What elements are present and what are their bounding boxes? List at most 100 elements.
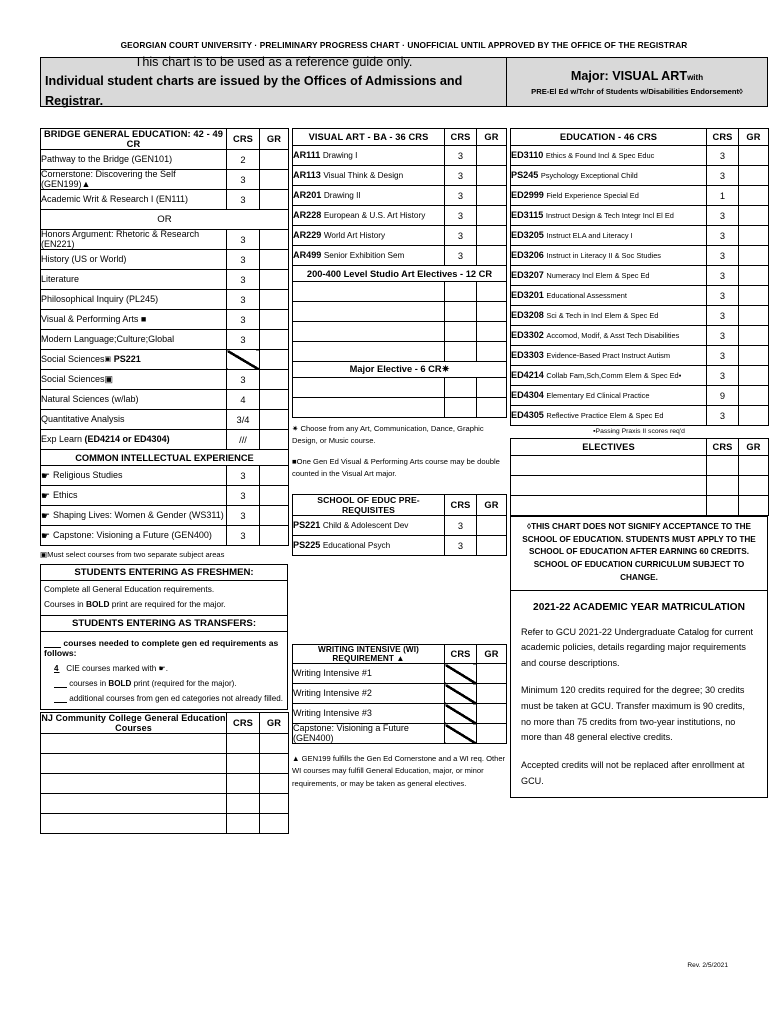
course-gr[interactable] [476,185,507,206]
course-gr[interactable] [259,229,289,250]
course-gr[interactable] [259,525,289,546]
major-elective-gr-input[interactable] [476,397,507,418]
course-gr[interactable] [738,305,769,326]
course-gr[interactable] [738,345,769,366]
major-elective-crs-input[interactable] [444,397,477,418]
course-gr[interactable] [259,329,289,350]
major-elective-title: Major Elective - 6 CR✷ [292,361,507,378]
elective-course-input[interactable] [292,281,445,302]
elective-crs-input[interactable] [444,301,477,322]
elective-course-input[interactable] [510,455,707,476]
njcc-gr-input[interactable] [259,732,289,754]
course-gr[interactable] [738,285,769,306]
elective-course-input[interactable] [292,321,445,342]
njcc-crs-input[interactable] [226,752,260,774]
course-gr[interactable] [259,349,289,370]
course-gr[interactable] [476,245,507,266]
cie-count-value[interactable]: 4 [54,663,60,673]
elective-course-input[interactable] [292,341,445,362]
njcc-crs-input[interactable] [226,732,260,754]
course-gr[interactable] [476,225,507,246]
njcc-course-input[interactable] [40,732,227,754]
elective-gr-input[interactable] [738,455,769,476]
elective-course-input[interactable] [510,495,707,516]
course-gr[interactable] [738,265,769,286]
elective-course-input[interactable] [292,301,445,322]
course-gr[interactable] [738,165,769,186]
course-gr[interactable] [259,169,289,190]
course-gr[interactable] [259,429,289,450]
course-name: Modern Language;Culture;Global [40,329,227,350]
elective-gr-input[interactable] [738,495,769,516]
njcc-course-input[interactable] [40,792,227,814]
course-gr[interactable] [476,515,507,537]
course-crs: 3/4 [226,409,260,430]
freshmen-line-1: Complete all General Education requireme… [44,584,215,595]
course-gr[interactable] [738,385,769,406]
njcc-crs-input[interactable] [226,792,260,814]
njcc-gr-input[interactable] [259,792,289,814]
course-desc: Numeracy Incl Elem & Spec Ed [546,270,650,280]
course-gr[interactable] [259,149,289,170]
course-gr[interactable] [259,389,289,410]
elective-gr-input[interactable] [476,341,507,362]
elective-crs-input[interactable] [706,495,739,516]
course-gr[interactable] [259,369,289,390]
course-gr[interactable] [738,325,769,346]
elective-gr-input[interactable] [476,281,507,302]
course-gr[interactable] [259,505,289,526]
major-elective-course-input[interactable] [292,397,445,418]
major-elective-crs-input[interactable] [444,377,477,398]
njcc-gr-input[interactable] [259,752,289,774]
course-gr[interactable] [738,145,769,166]
course-gr[interactable] [476,683,507,705]
major-elective-course-input[interactable] [292,377,445,398]
njcc-course-input[interactable] [40,752,227,774]
elective-crs-input[interactable] [706,455,739,476]
course-gr[interactable] [476,703,507,725]
course-gr[interactable] [738,245,769,266]
course-gr[interactable] [476,165,507,186]
course-gr[interactable] [259,269,289,290]
course-gr[interactable] [259,465,289,486]
course-gr[interactable] [259,249,289,270]
course-gr[interactable] [738,405,769,426]
elective-crs-input[interactable] [444,341,477,362]
course-gr[interactable] [259,485,289,506]
course-gr[interactable] [476,723,507,745]
njcc-crs-input[interactable] [226,772,260,794]
course-gr[interactable] [738,225,769,246]
transfers-blank-field[interactable] [44,638,61,648]
elective-gr-input[interactable] [738,475,769,496]
elective-course-input[interactable] [510,475,707,496]
course-gr[interactable] [738,185,769,206]
course-gr[interactable] [476,205,507,226]
njcc-course-input[interactable] [40,772,227,794]
course-gr[interactable] [738,365,769,386]
gr-header: GR [476,128,507,146]
elective-crs-input[interactable] [444,281,477,302]
course-gr[interactable] [738,205,769,226]
bold-count-field[interactable] [54,679,67,688]
course-gr[interactable] [476,663,507,685]
njcc-crs-input[interactable] [226,812,260,834]
njcc-gr-input[interactable] [259,812,289,834]
course-gr[interactable] [476,535,507,557]
table-row [40,812,289,834]
cie-section-header: COMMON INTELLECTUAL EXPERIENCE [40,449,289,466]
course-crs: 3 [706,145,739,166]
course-gr[interactable] [259,289,289,310]
praxis-footnote: ▪Passing Praxis II scores req'd [593,428,685,435]
njcc-course-input[interactable] [40,812,227,834]
elective-crs-input[interactable] [706,475,739,496]
elective-crs-input[interactable] [444,321,477,342]
major-elective-gr-input[interactable] [476,377,507,398]
njcc-gr-input[interactable] [259,772,289,794]
course-gr[interactable] [259,189,289,210]
elective-gr-input[interactable] [476,301,507,322]
course-gr[interactable] [259,309,289,330]
course-gr[interactable] [476,145,507,166]
additional-count-field[interactable] [54,694,67,703]
elective-gr-input[interactable] [476,321,507,342]
course-gr[interactable] [259,409,289,430]
